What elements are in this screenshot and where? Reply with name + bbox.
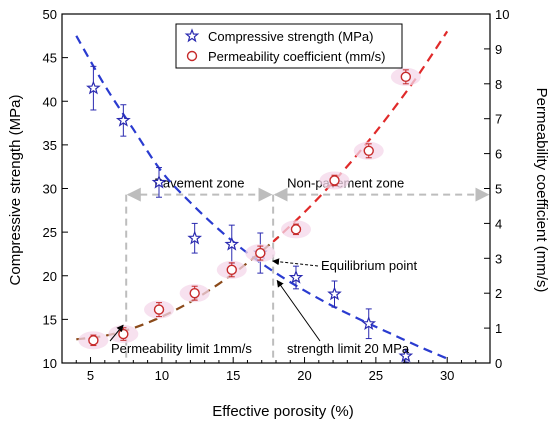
- y-right-tick-label: 7: [495, 112, 502, 127]
- legend: Compressive strength (MPa) Permeability …: [175, 23, 403, 69]
- y-left-axis-title: Compressive strength (MPa): [7, 95, 24, 286]
- strength-point: [361, 315, 377, 330]
- permeability-point: [88, 335, 99, 346]
- y-left-tick-label: 40: [43, 94, 57, 109]
- zone-layer: Pavement zoneNon-pavement zone: [125, 176, 490, 363]
- strength-limit-arrow: [276, 279, 321, 342]
- permeability-point: [400, 71, 412, 83]
- y-left-tick-label: 30: [43, 182, 57, 197]
- permeability-point: [290, 224, 302, 235]
- legend-label-compressive-strength: Compressive strength (MPa): [208, 29, 373, 44]
- y-left-tick-label: 15: [43, 312, 57, 327]
- x-tick-label: 10: [155, 368, 169, 383]
- x-tick-label: 5: [87, 368, 94, 383]
- y-left-tick-label: 35: [43, 138, 57, 153]
- legend-star-marker: [184, 28, 200, 43]
- strength-point: [288, 269, 304, 284]
- x-tick-label: 20: [297, 368, 311, 383]
- strength-point: [151, 174, 167, 189]
- y-left-tick-label: 45: [43, 51, 57, 66]
- y-right-axis-title: Permeability coefficient (mm/s): [533, 88, 550, 293]
- equilibrium-label: Equilibrium point: [321, 258, 417, 273]
- y-left-tick-label: 20: [43, 269, 57, 284]
- x-tick-label: 15: [226, 368, 240, 383]
- permeability-point: [329, 175, 340, 186]
- y-right-tick-label: 9: [495, 42, 502, 57]
- fit-curve-2: [272, 30, 449, 243]
- legend-star-icon: [184, 28, 200, 43]
- legend-label-permeability: Permeability coefficient (mm/s): [208, 49, 385, 64]
- permeability-limit-arrow: [109, 324, 124, 342]
- permeability-point: [118, 328, 129, 340]
- permeability-limit-label: Permeability limit 1mm/s: [111, 341, 252, 356]
- point-layer: [78, 65, 421, 363]
- y-left-tick-label: 50: [43, 7, 57, 22]
- strength-point: [327, 286, 342, 301]
- axis-layer: 5 10 15 20 25 3010152025303540455001234567891…: [43, 7, 510, 383]
- y-right-tick-label: 4: [495, 216, 502, 231]
- y-left-tick-label: 10: [43, 356, 57, 371]
- strength-point: [187, 230, 203, 245]
- y-right-tick-label: 1: [495, 321, 502, 336]
- y-right-tick-label: 8: [495, 77, 502, 92]
- anno-layer: Equilibrium point Permeability limit 1mm/…: [109, 258, 417, 356]
- permeability-point: [189, 288, 200, 299]
- pavement-zone-label: Pavement zone: [154, 176, 244, 191]
- legend-circle-marker: [186, 50, 198, 62]
- strength-point: [398, 348, 414, 363]
- strength-point: [86, 80, 101, 95]
- equilibrium-arrow: [272, 258, 319, 267]
- x-axis-title: Effective porosity (%): [212, 403, 353, 420]
- permeability-point: [255, 247, 266, 259]
- legend-circle-icon: [186, 50, 198, 62]
- y-right-tick-label: 0: [495, 356, 502, 371]
- x-tick-label: 25: [369, 368, 383, 383]
- y-right-tick-label: 5: [495, 182, 502, 197]
- strength-point: [115, 112, 131, 127]
- permeability-point: [153, 304, 165, 315]
- permeability-point: [226, 264, 237, 276]
- y-left-tick-label: 25: [43, 225, 57, 240]
- y-right-tick-label: 10: [495, 7, 509, 22]
- permeability-point: [363, 145, 374, 157]
- legend-box: [175, 23, 403, 69]
- strength-limit-label: strength limit 20 MPa: [287, 341, 410, 356]
- y-right-tick-label: 3: [495, 251, 502, 266]
- fit-curve-0: [75, 35, 448, 360]
- strength-point: [224, 236, 240, 251]
- y-right-tick-label: 6: [495, 147, 502, 162]
- y-right-tick-label: 2: [495, 286, 502, 301]
- x-tick-label: 30: [440, 368, 454, 383]
